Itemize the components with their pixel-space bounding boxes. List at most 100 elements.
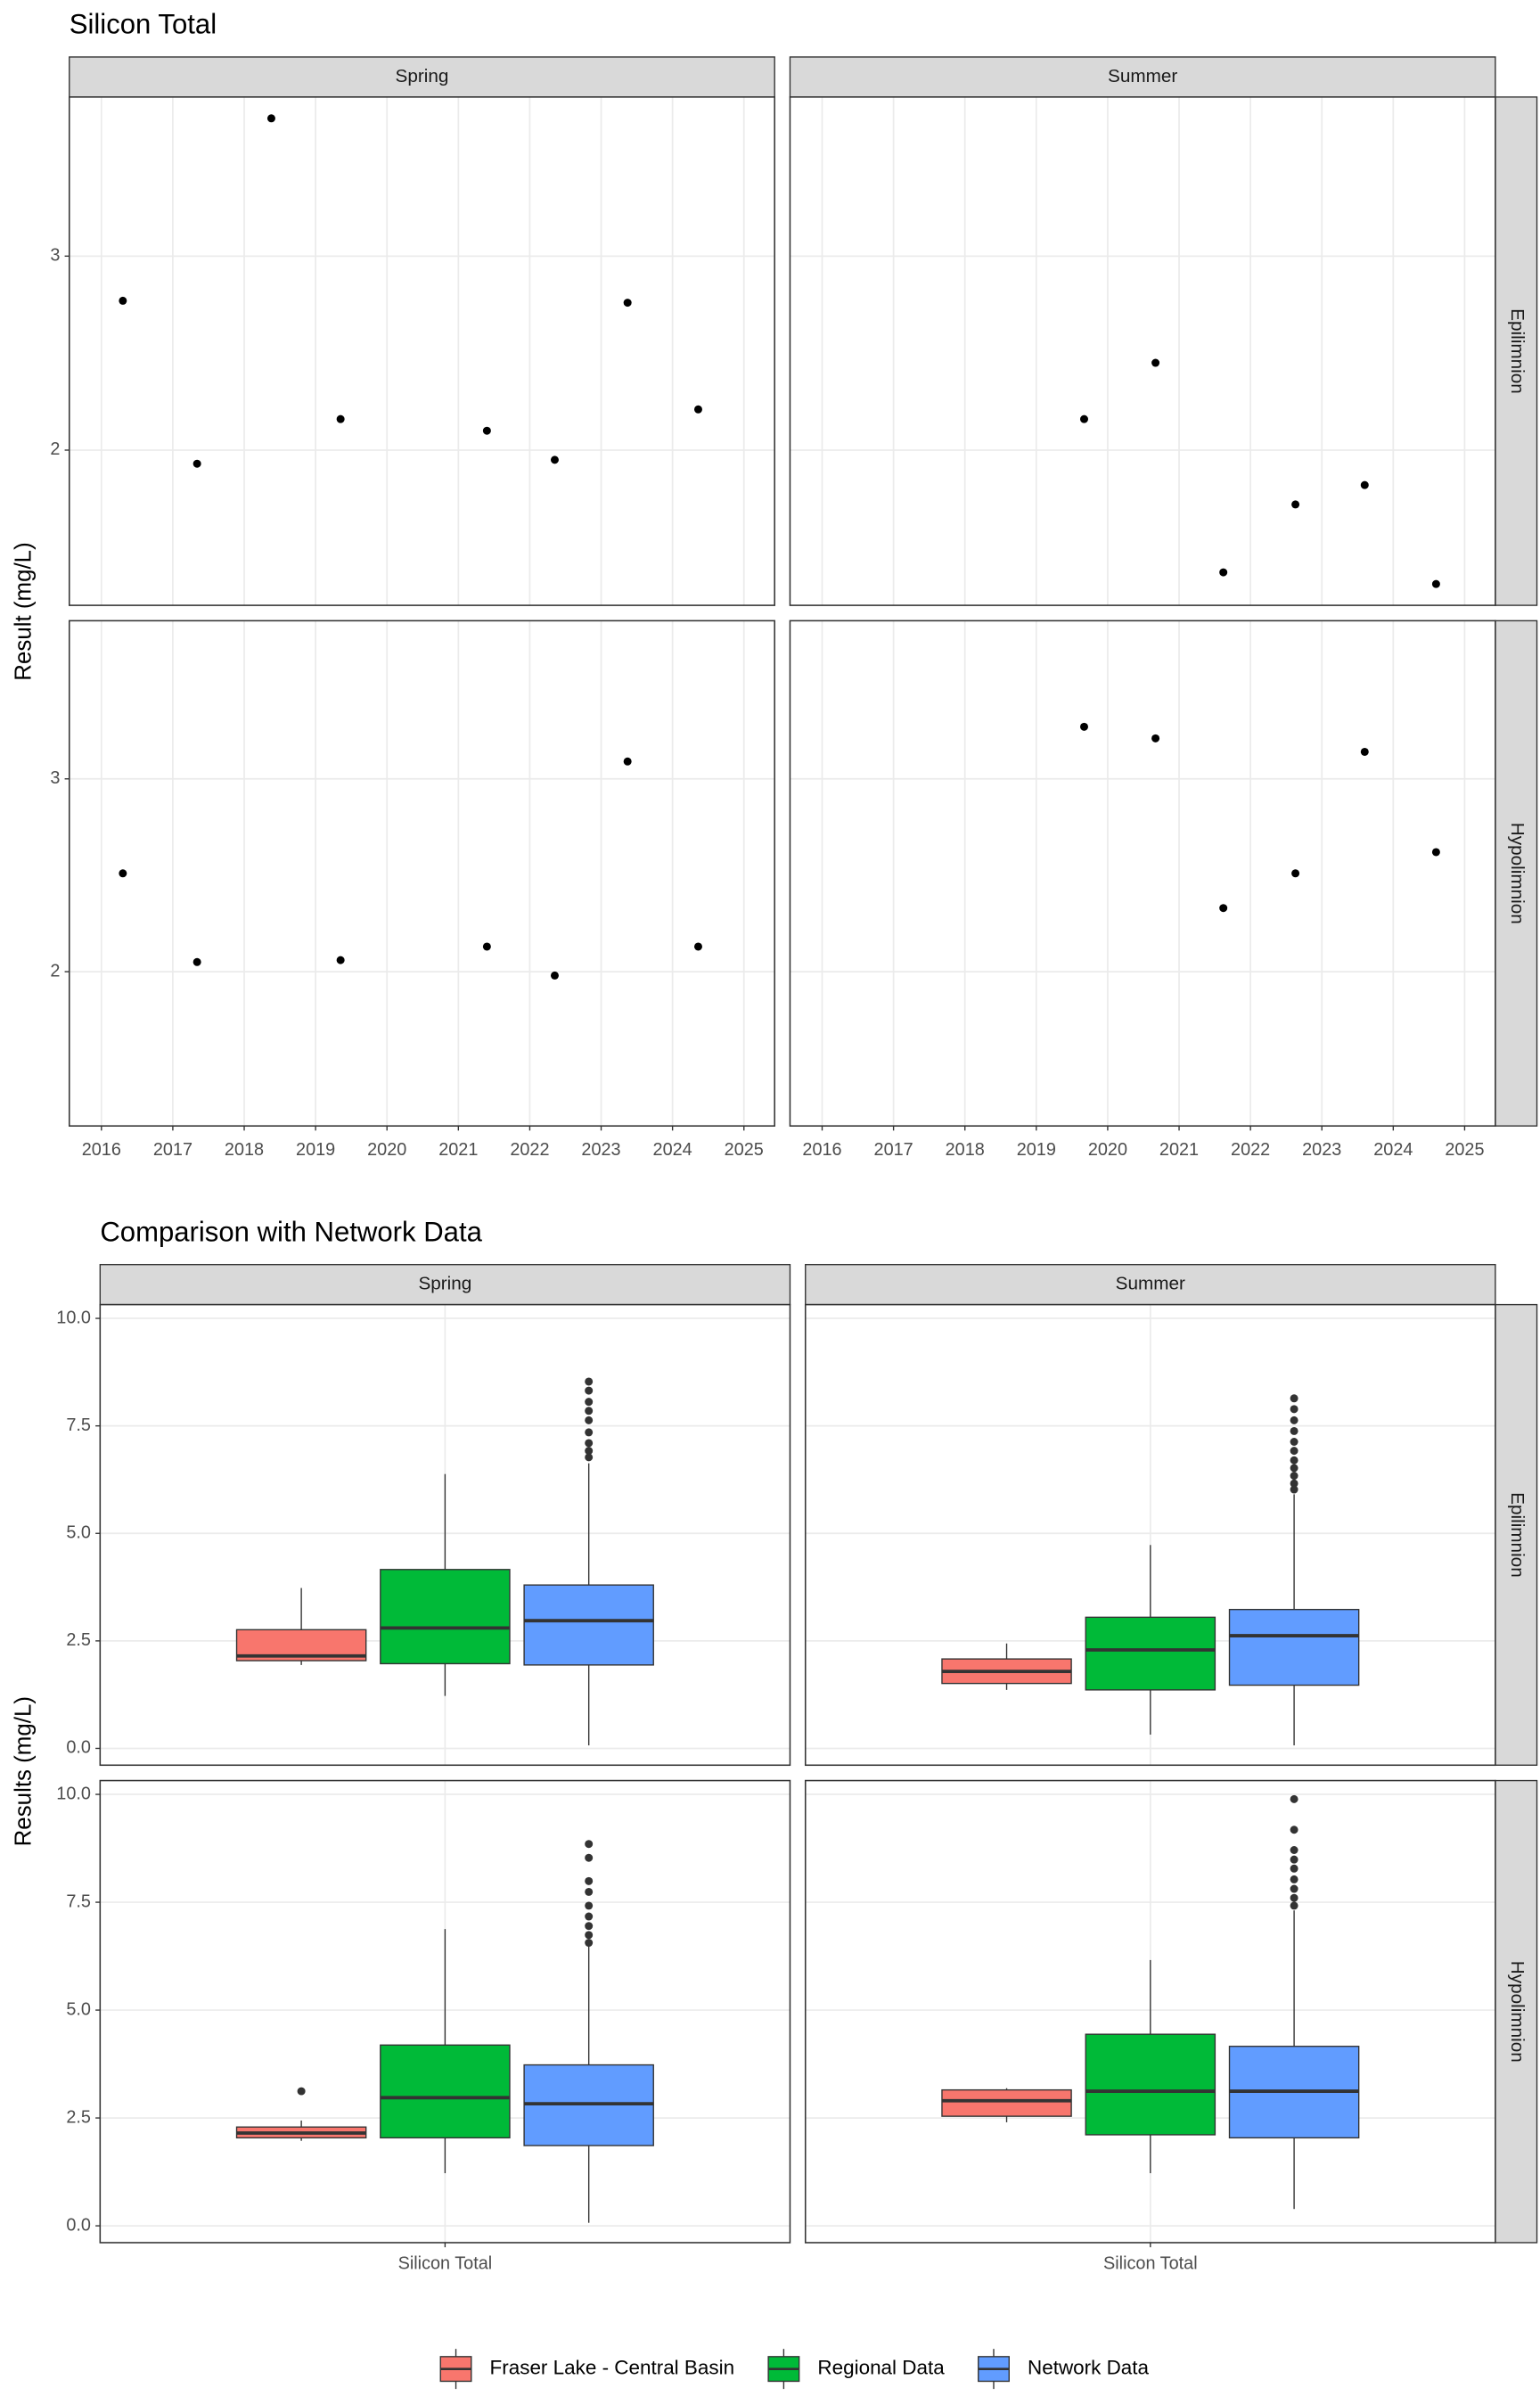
point: [1291, 869, 1300, 878]
y-tick-label: 2.5: [66, 2107, 91, 2127]
point: [623, 299, 632, 308]
outlier: [1290, 1864, 1298, 1873]
outlier: [585, 1398, 594, 1407]
y-axis-title: Results (mg/L): [11, 1696, 36, 1846]
outlier: [585, 1939, 594, 1948]
y-tick-label: 2: [50, 961, 60, 981]
point: [623, 757, 632, 766]
chart-title: Silicon Total: [70, 9, 217, 40]
outlier: [585, 1840, 594, 1849]
panel: [790, 96, 1495, 606]
y-tick-label: 10.0: [56, 1784, 91, 1803]
y-axis-title: Result (mg/L): [11, 542, 36, 680]
point: [550, 971, 559, 980]
point: [482, 426, 491, 435]
y-tick-label: 0.0: [66, 2215, 91, 2235]
point: [1431, 579, 1440, 588]
outlier: [1290, 1415, 1298, 1424]
outlier: [585, 1912, 594, 1921]
x-tick-label: 2025: [725, 1140, 764, 1160]
point: [1079, 414, 1088, 423]
y-tick-label: 3: [50, 768, 60, 788]
strip-label: Hypolimnion: [1507, 823, 1528, 924]
outlier: [1290, 1479, 1298, 1488]
outlier: [585, 1386, 594, 1395]
x-tick-label: 2020: [1088, 1140, 1127, 1160]
outlier: [1290, 1394, 1298, 1403]
y-tick-label: 3: [50, 246, 60, 266]
panel-border: [804, 1779, 1496, 2244]
x-tick-label: 2021: [438, 1140, 478, 1160]
outlier: [1290, 1875, 1298, 1883]
legend-label: Network Data: [1028, 2357, 1150, 2379]
outlier: [297, 2087, 306, 2096]
x-tick-label: 2018: [946, 1140, 985, 1160]
strip: [789, 56, 1496, 98]
outlier: [1290, 1826, 1298, 1834]
x-tick-label: 2023: [1302, 1140, 1341, 1160]
strip: [1495, 1779, 1538, 2244]
strip: [805, 1263, 1496, 1306]
outlier: [1290, 1464, 1298, 1473]
panel: [790, 620, 1495, 1127]
box: [1085, 1616, 1216, 1691]
outlier: [585, 1447, 594, 1456]
x-tick-label: 2016: [802, 1140, 841, 1160]
point: [1151, 734, 1160, 743]
x-tick-label: 2016: [82, 1140, 121, 1160]
outlier: [1290, 1884, 1298, 1893]
x-tick-label: 2022: [510, 1140, 549, 1160]
strip-label: Spring: [396, 66, 449, 86]
x-tick-label: 2018: [225, 1140, 264, 1160]
strip: [99, 1263, 791, 1306]
point: [693, 405, 702, 414]
y-tick-label: 2: [50, 439, 60, 459]
panel-border: [789, 96, 1496, 606]
strip-label: Epilimnion: [1507, 308, 1528, 394]
outlier: [1290, 1893, 1298, 1902]
outlier: [585, 1377, 594, 1386]
legend-item: Network Data: [978, 2349, 1150, 2390]
outlier: [585, 1887, 594, 1896]
x-tick-label: 2021: [1159, 1140, 1199, 1160]
outlier: [1290, 1855, 1298, 1864]
panel-border: [804, 1303, 1496, 1767]
point: [482, 942, 491, 951]
strip: [1495, 96, 1538, 606]
outlier: [1290, 1794, 1298, 1803]
strip-label: Summer: [1108, 66, 1177, 86]
panel: [69, 96, 775, 606]
x-tick-label: 2022: [1231, 1140, 1270, 1160]
outlier: [585, 1876, 594, 1885]
point: [1360, 480, 1369, 489]
outlier: [585, 1853, 594, 1862]
outlier: [1290, 1438, 1298, 1446]
point: [1360, 747, 1369, 756]
x-tick-label: Silicon Total: [398, 2253, 493, 2273]
point: [1079, 722, 1088, 731]
x-tick-label: 2025: [1445, 1140, 1484, 1160]
x-tick-label: 2024: [1373, 1140, 1413, 1160]
point: [119, 869, 127, 878]
point: [192, 459, 201, 468]
point: [1291, 500, 1300, 509]
strip-label: Hypolimnion: [1507, 1961, 1528, 2063]
y-tick-label: 5.0: [66, 1999, 91, 2019]
x-tick-label: 2020: [367, 1140, 406, 1160]
outlier: [585, 1453, 594, 1462]
x-tick-label: 2024: [653, 1140, 692, 1160]
legend-item: Fraser Lake - Central Basin: [439, 2349, 735, 2390]
outlier: [585, 1415, 594, 1424]
x-tick-label: 2019: [296, 1140, 335, 1160]
legend-label: Fraser Lake - Central Basin: [490, 2357, 735, 2379]
x-tick-label: 2023: [581, 1140, 620, 1160]
panel-border: [68, 96, 775, 606]
point: [1219, 568, 1228, 577]
point: [336, 956, 345, 964]
chart-title: Comparison with Network Data: [100, 1216, 482, 1247]
point: [336, 414, 345, 423]
point: [550, 455, 559, 464]
outlier: [585, 1922, 594, 1931]
strip-label: Epilimnion: [1507, 1492, 1528, 1578]
